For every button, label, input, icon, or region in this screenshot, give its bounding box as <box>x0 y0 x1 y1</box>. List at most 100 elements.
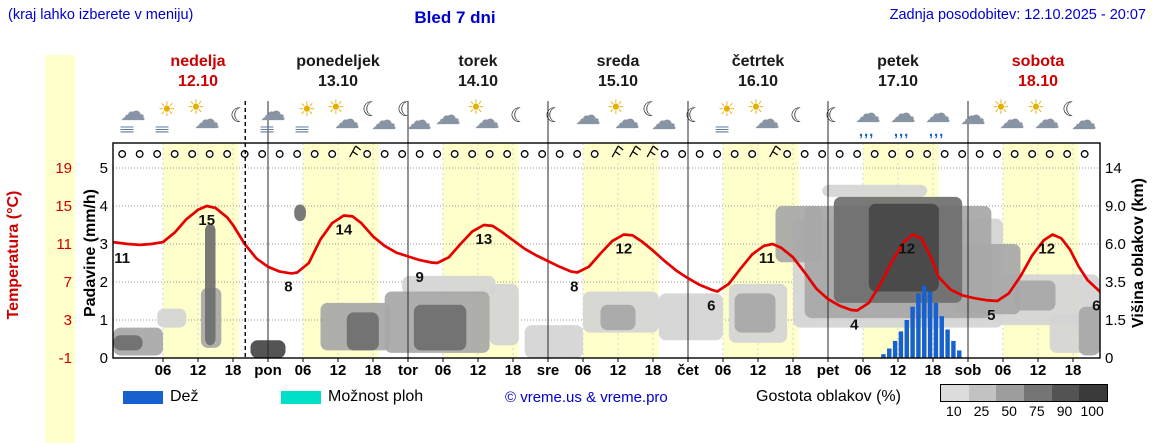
cloud-height-tick: 6.0 <box>1105 236 1126 253</box>
time-axis-label: 12 <box>890 362 907 379</box>
time-axis-label: 06 <box>855 362 872 379</box>
time-axis-label: 18 <box>365 362 382 379</box>
fog-glyph: ≡≡ <box>714 121 729 137</box>
copyright-text: © vreme.us & vreme.pro <box>505 389 668 406</box>
time-axis-label: sre <box>537 362 560 379</box>
temp-tick: 11 <box>56 236 72 253</box>
moon-cloud-icon: ☾ ☁ <box>1061 98 1097 144</box>
cloud-icon: ☁ <box>956 98 992 144</box>
temperature-value-label: 13 <box>475 231 492 248</box>
calm-wind-circle <box>660 150 669 158</box>
calm-wind-circle <box>135 150 144 158</box>
moon-glyph: ☾ <box>641 99 660 121</box>
moon-icon: ☾ <box>816 98 852 144</box>
temp-tick: 3 <box>64 312 72 329</box>
time-axis-label: čet <box>677 362 699 379</box>
cloud-glyph: ☁ <box>434 100 461 130</box>
calm-wind-circle <box>293 150 302 158</box>
temperature-axis-title: Temperatura (°C) <box>5 190 22 320</box>
density-segment-50 <box>996 385 1025 401</box>
calm-wind-circle <box>958 150 967 158</box>
precip-tick: 5 <box>100 160 108 177</box>
fog-cloud-icon: ☁ ≡≡ <box>116 98 152 144</box>
cloud-icon: ☁ <box>571 98 607 144</box>
sun-cloud-icon: ☀ ☁ <box>746 98 782 144</box>
temperature-line <box>113 204 1100 312</box>
density-value: 90 <box>1056 403 1073 419</box>
cloud-height-tick: 1.5 <box>1105 312 1126 329</box>
wind-barb <box>611 145 624 158</box>
density-value: 25 <box>973 403 990 419</box>
calm-wind-circle <box>590 150 599 158</box>
sun-glyph: ☀ <box>746 97 765 119</box>
calm-wind-circle <box>310 150 319 158</box>
moon-icon: ☾ <box>501 98 537 144</box>
density-segment-75 <box>1024 385 1052 401</box>
location-hint: (kraj lahko izberete v meniju) <box>8 7 194 23</box>
moon-glyph: ☾ <box>361 99 380 121</box>
time-axis-label: 06 <box>155 362 172 379</box>
temperature-value-label: 12 <box>898 241 915 258</box>
calm-wind-circle <box>888 150 897 158</box>
density-value: 50 <box>1001 403 1017 419</box>
rain-swatch <box>123 391 163 404</box>
cloud-density-label: Gostota oblakov (%) <box>756 388 901 405</box>
rain-bars <box>881 285 962 358</box>
time-axis-label: 12 <box>1030 362 1047 379</box>
calm-wind-circle <box>258 150 267 158</box>
cloud-glyph: ☁ <box>473 104 500 134</box>
moon-cloud-icon: ☾ ☁ <box>641 98 677 144</box>
sun-fog-icon: ☀ ≡≡ <box>151 98 187 144</box>
sun-glyph: ☀ <box>466 97 485 119</box>
sun-cloud-icon: ☀ ☁ <box>1026 98 1062 144</box>
moon-glyph: ☾ <box>789 105 808 127</box>
rain-icon: ☁,,, <box>851 98 887 144</box>
time-axis-label: 06 <box>715 362 732 379</box>
temperature-value-label: 4 <box>850 317 859 334</box>
time-axis-label: sob <box>955 362 982 379</box>
page-title: Bled 7 dni <box>414 8 496 27</box>
calm-wind-circle <box>1080 150 1089 158</box>
moon-cloud-icon: ☾ ☁ <box>396 98 432 144</box>
sun-glyph: ☀ <box>606 97 625 119</box>
time-axis-label: 18 <box>785 362 802 379</box>
fog-glyph: ≡≡ <box>154 121 169 137</box>
temperature-value-label: 6 <box>707 298 715 315</box>
sun-glyph: ☀ <box>1026 97 1045 119</box>
calm-wind-circle <box>905 150 914 158</box>
fog-cloud-icon: ☁ ≡≡ <box>256 98 292 144</box>
temperature-value-label: 12 <box>615 241 632 258</box>
cloud-density-scale <box>940 384 1108 402</box>
density-segment-25 <box>968 385 997 401</box>
calm-wind-circle <box>1010 150 1019 158</box>
precip-tick: 0 <box>100 350 108 367</box>
cloud-glyph: ☁ <box>889 98 916 128</box>
moon-glyph: ☾ <box>544 105 563 127</box>
cloud-glyph: ☁ <box>259 96 286 126</box>
moon-glyph: ☾ <box>684 105 703 127</box>
calm-wind-circle <box>975 150 984 158</box>
cloud-glyph: ☁ <box>1070 105 1097 135</box>
calm-wind-circle <box>415 150 424 158</box>
density-value: 10 <box>946 403 962 419</box>
sun-glyph: ☀ <box>186 97 205 119</box>
moon-glyph: ☾ <box>396 99 415 121</box>
drops-glyph: ,,, <box>858 123 875 140</box>
rain-icon: ☁,,, <box>886 98 922 144</box>
temp-tick: -1 <box>59 350 72 367</box>
calm-wind-circle <box>153 150 162 158</box>
temperature-value-label: 8 <box>570 279 578 296</box>
sun-glyph: ☀ <box>326 97 345 119</box>
temperature-value-label: 15 <box>198 212 215 229</box>
moon-glyph: ☾ <box>229 105 248 127</box>
day-header-sreda: sreda 15.10 <box>596 53 640 90</box>
calm-wind-circle <box>800 150 809 158</box>
moon-icon: ☾ <box>781 98 817 144</box>
calm-wind-circle <box>520 150 529 158</box>
moon-glyph: ☾ <box>824 105 843 127</box>
calm-wind-circle <box>223 150 232 158</box>
wind-barb <box>646 145 659 158</box>
cloud-height-tick: 3.5 <box>1105 274 1126 291</box>
